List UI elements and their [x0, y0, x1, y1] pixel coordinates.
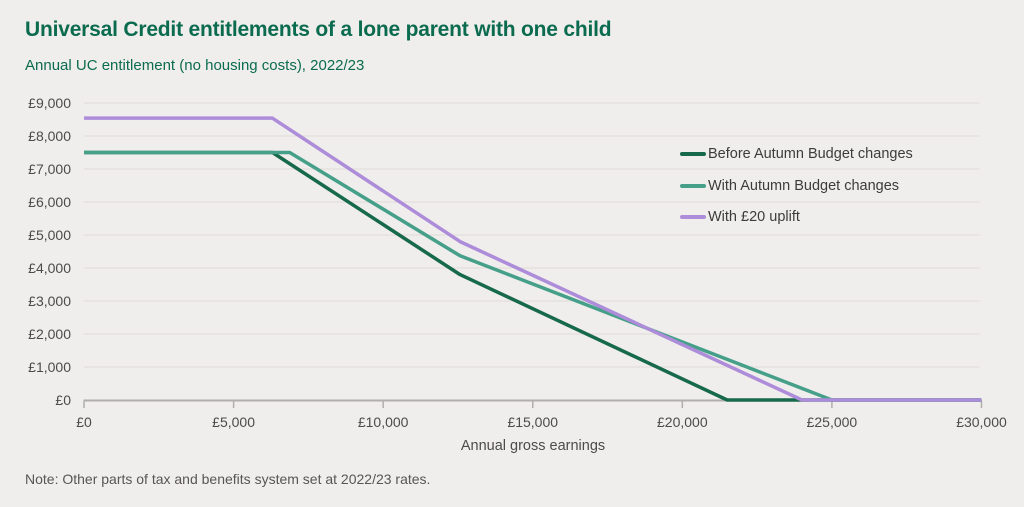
x-tick-label: £10,000: [357, 414, 409, 430]
legend-item: With £20 uplift: [680, 206, 913, 228]
chart-note: Note: Other parts of tax and benefits sy…: [25, 471, 431, 487]
x-tick-label: £0: [76, 414, 92, 430]
y-tick-label: £9,000: [28, 95, 71, 111]
x-tick-label: £30,000: [956, 414, 1007, 430]
x-tick-label: £20,000: [657, 414, 708, 430]
y-tick-label: £4,000: [28, 260, 71, 276]
y-tick-label: £8,000: [28, 128, 71, 144]
series-line-2: [84, 116, 982, 402]
y-tick-label: £5,000: [28, 227, 71, 243]
legend: Before Autumn Budget changes With Autumn …: [680, 143, 913, 238]
y-tick-label: £2,000: [28, 326, 71, 342]
legend-swatch: [680, 183, 706, 188]
x-tick-label: £25,000: [806, 414, 858, 430]
legend-item: With Autumn Budget changes: [680, 175, 913, 197]
x-tick-label: £15,000: [507, 414, 559, 430]
y-tick-label: £6,000: [28, 194, 71, 210]
series-lines: [84, 116, 982, 402]
x-axis-title: Annual gross earnings: [460, 438, 606, 454]
legend-label: Before Autumn Budget changes: [708, 146, 913, 162]
x-tick-label: £5,000: [212, 414, 255, 430]
y-tick-label: £0: [55, 392, 71, 408]
legend-swatch: [680, 152, 706, 156]
y-tick-label: £7,000: [28, 161, 71, 177]
chart-subtitle: Annual UC entitlement (no housing costs)…: [25, 57, 365, 74]
legend-label: With Autumn Budget changes: [708, 177, 900, 194]
legend-label: With £20 uplift: [708, 209, 800, 225]
y-tick-label: £3,000: [28, 293, 71, 309]
y-tick-label: £1,000: [28, 359, 71, 375]
legend-swatch: [680, 215, 706, 219]
gridlines: [84, 102, 980, 368]
legend-item: Before Autumn Budget changes: [680, 143, 913, 165]
chart-title: Universal Credit entitlements of a lone …: [25, 18, 612, 41]
